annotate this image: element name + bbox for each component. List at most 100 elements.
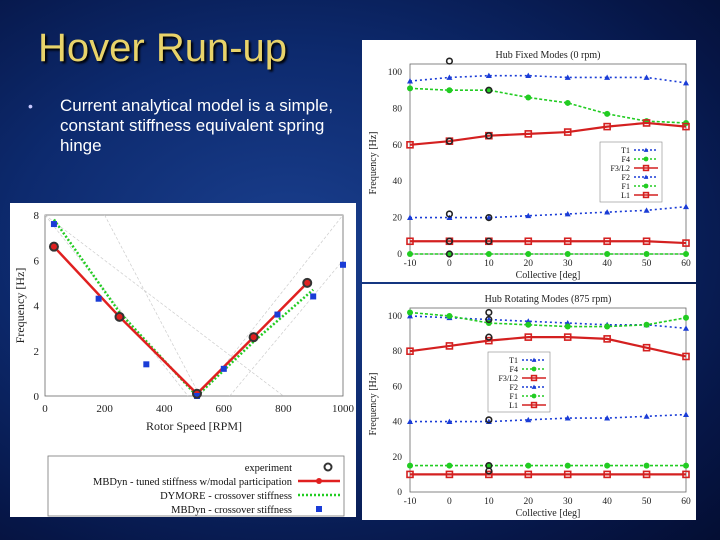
legend-label: MBDyn - tuned stiffness w/modal particip… bbox=[93, 477, 293, 488]
data-point bbox=[525, 416, 532, 423]
data-point bbox=[643, 251, 650, 257]
data-point-experiment bbox=[48, 241, 59, 252]
series-line bbox=[410, 413, 687, 423]
data-point bbox=[564, 323, 571, 330]
data-point bbox=[603, 335, 611, 343]
data-point-mbdyn-crossover bbox=[274, 311, 281, 318]
x-tick-label: 20 bbox=[524, 497, 534, 507]
guide-line bbox=[44, 214, 189, 397]
y-tick-label: 8 bbox=[34, 210, 40, 222]
series-line bbox=[409, 311, 687, 328]
data-point bbox=[642, 237, 651, 246]
data-point-experiment bbox=[485, 416, 493, 424]
data-point bbox=[446, 74, 453, 80]
data-point bbox=[525, 321, 532, 328]
x-tick-label: 30 bbox=[563, 497, 573, 507]
data-point bbox=[446, 313, 453, 319]
bullet-dot-icon: • bbox=[28, 98, 33, 114]
data-point bbox=[643, 321, 650, 328]
data-point bbox=[604, 74, 611, 80]
data-point bbox=[604, 323, 611, 330]
data-point bbox=[485, 470, 493, 479]
rotor-speed-chart: 0 200 400 600 800 1000 0 2 4 6 8 Rotor Speed [RPM] F… bbox=[13, 210, 355, 517]
x-tick-label: 10 bbox=[484, 497, 494, 507]
data-point-experiment bbox=[248, 332, 259, 343]
y-tick-label: 6 bbox=[34, 255, 40, 267]
legend-marker bbox=[643, 156, 649, 162]
data-point bbox=[524, 237, 533, 246]
data-point bbox=[407, 85, 413, 92]
y-tick-label: 0 bbox=[34, 391, 40, 403]
x-tick-label: -10 bbox=[404, 259, 417, 269]
data-point bbox=[524, 470, 533, 479]
y-tick-label: 0 bbox=[397, 250, 402, 260]
legend-marker bbox=[531, 357, 537, 362]
data-point-experiment bbox=[485, 315, 493, 324]
hub-fixed-chart: Hub Fixed Modes (0 rpm)-10 0 10 20 30 40 50 600… bbox=[368, 50, 691, 281]
data-point-mbdyn-crossover bbox=[193, 393, 200, 399]
data-point bbox=[563, 470, 572, 479]
x-tick-label: 20 bbox=[524, 259, 534, 269]
data-point bbox=[683, 203, 689, 210]
data-point bbox=[445, 342, 454, 350]
guide-line bbox=[229, 260, 344, 397]
data-point bbox=[407, 214, 413, 220]
series-line bbox=[409, 74, 687, 84]
legend-label: L1 bbox=[621, 191, 630, 200]
legend-label: T1 bbox=[509, 356, 518, 365]
series-line-mbdyn-tuned bbox=[53, 245, 309, 396]
data-point-experiment bbox=[445, 237, 454, 245]
y-tick-label: 100 bbox=[388, 312, 403, 322]
data-point-experiment bbox=[485, 467, 493, 475]
data-point bbox=[485, 72, 492, 79]
legend-marker bbox=[643, 183, 649, 189]
y-tick-label: 0 bbox=[397, 488, 402, 498]
legend-label: DYMORE - crossover stiffness bbox=[160, 491, 292, 502]
x-tick-label: 1000 bbox=[332, 403, 355, 415]
data-point bbox=[406, 141, 414, 149]
legend-marker bbox=[530, 374, 538, 382]
data-point-mbdyn-crossover bbox=[340, 261, 346, 268]
hub-rotating-chart-panel: Hub Rotating Modes (875 rpm) -10 0 10 20 30 40… bbox=[362, 284, 696, 520]
y-axis-label: Frequency [Hz] bbox=[368, 372, 379, 435]
data-point-mbdyn-tuned bbox=[303, 279, 311, 287]
data-point bbox=[682, 352, 690, 361]
data-point-experiment bbox=[485, 333, 493, 341]
legend-marker-experiment bbox=[323, 462, 333, 472]
data-point bbox=[485, 251, 492, 257]
x-tick-label: 10 bbox=[484, 259, 494, 269]
data-point bbox=[643, 413, 650, 419]
legend-marker bbox=[642, 164, 650, 172]
data-point bbox=[682, 470, 690, 479]
data-point-experiment bbox=[485, 308, 493, 317]
data-point-mbdyn-crossover bbox=[310, 293, 317, 300]
series-line bbox=[410, 240, 687, 245]
data-point bbox=[683, 251, 689, 257]
data-point bbox=[683, 314, 689, 321]
x-tick-label: 60 bbox=[681, 259, 691, 269]
y-tick-label: 80 bbox=[393, 104, 403, 114]
legend-label: F4 bbox=[510, 365, 518, 374]
slide-title: Hover Run-up bbox=[38, 26, 288, 70]
legend-label: F2 bbox=[510, 383, 518, 392]
series-group bbox=[406, 308, 690, 479]
data-point bbox=[683, 411, 689, 417]
data-point bbox=[524, 130, 533, 138]
data-point-mbdyn-crossover bbox=[95, 295, 102, 302]
data-point-mbdyn-tuned bbox=[116, 313, 123, 321]
legend: experiment MBDyn - tuned stiffness w/moda… bbox=[47, 455, 345, 517]
data-point bbox=[525, 212, 532, 219]
data-point-mbdyn-crossover bbox=[220, 365, 227, 372]
data-point bbox=[564, 462, 571, 469]
bullet-text: Current analytical model is a simple, co… bbox=[60, 96, 334, 155]
data-point-mbdyn-tuned bbox=[50, 243, 58, 251]
data-point bbox=[407, 418, 413, 424]
data-point bbox=[643, 462, 650, 469]
data-point bbox=[446, 418, 453, 424]
plot-frame bbox=[44, 214, 344, 397]
data-point bbox=[446, 462, 453, 469]
data-point-experiment bbox=[191, 388, 202, 399]
x-tick-label: 0 bbox=[42, 403, 48, 415]
legend-box bbox=[487, 351, 551, 413]
